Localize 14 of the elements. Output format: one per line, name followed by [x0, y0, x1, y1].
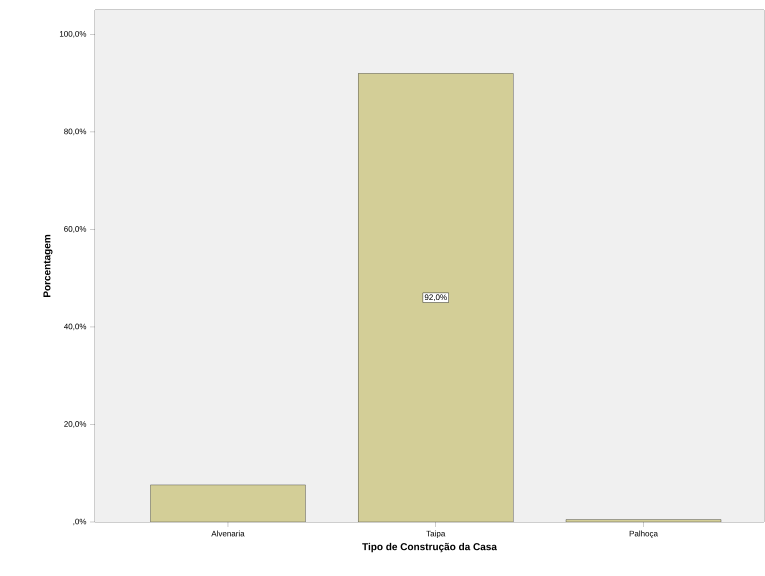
y-tick-label: ,0%: [73, 518, 86, 526]
y-tick-label: 100,0%: [60, 31, 86, 38]
x-tick-label: Alvenaria: [211, 530, 245, 536]
x-axis-title: Tipo de Construção da Casa: [362, 542, 497, 552]
x-tick-label: Palhoça: [630, 530, 658, 538]
bar: [358, 73, 514, 522]
bar: [150, 484, 306, 522]
x-tick-label: Taipa: [426, 530, 446, 538]
y-tick-label: 60,0%: [64, 226, 86, 233]
y-tick-label: 20,0%: [64, 421, 86, 428]
y-tick-label: 40,0%: [64, 324, 86, 330]
data-label: 92,0%: [424, 294, 447, 301]
y-axis-title: Porcentagem: [43, 234, 52, 297]
y-tick-label: 80,0%: [64, 128, 86, 136]
